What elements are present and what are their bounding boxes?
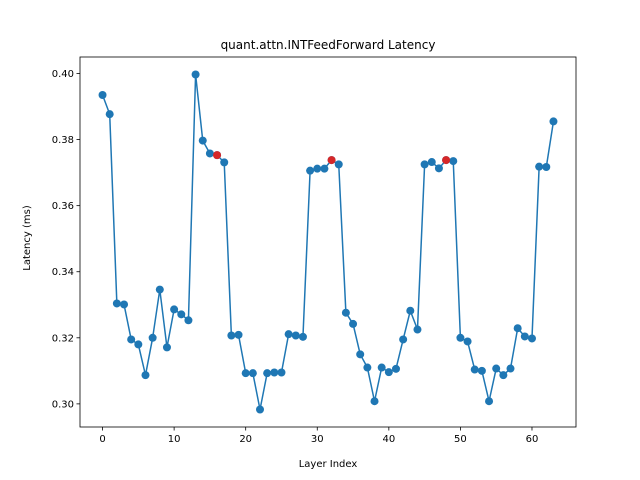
data-point [277,368,286,377]
x-axis-label: Layer Index [299,459,358,470]
data-point [227,331,236,340]
highlighted-point [442,156,451,165]
data-point [177,310,186,319]
data-point [384,368,393,377]
data-point [356,350,365,359]
data-point [105,110,114,119]
data-point [427,158,436,167]
data-point [470,365,479,374]
y-axis-label: Latency (ms) [22,205,33,271]
data-point [270,368,279,377]
data-point [520,332,529,341]
data-point [170,305,179,314]
data-point [234,330,243,339]
data-point [406,306,415,315]
data-point [349,319,358,328]
data-point [291,331,300,340]
x-tick-label: 40 [382,434,395,445]
data-point [549,117,558,126]
data-point [162,343,171,352]
x-tick-label: 60 [526,434,539,445]
data-point [198,136,207,145]
data-point [256,405,265,414]
x-tick-label: 30 [311,434,324,445]
axes-spine [79,56,577,428]
data-point [205,149,214,158]
y-tick-label: 0.32 [52,333,74,344]
y-tick-label: 0.36 [52,201,74,212]
data-point [535,162,544,171]
data-point [284,330,293,339]
series-layer [98,70,558,414]
data-point [298,332,307,341]
data-point [263,369,272,378]
data-point [434,164,443,173]
data-point [98,90,107,99]
data-point [220,158,229,167]
data-point [513,324,522,333]
data-point [370,397,379,406]
data-point [449,157,458,166]
data-point [456,333,465,342]
data-point [391,364,400,373]
data-point [155,285,164,294]
data-point [241,369,250,378]
data-point [399,335,408,344]
data-point [542,163,551,172]
y-axis-ticks: 0.30 0.32 0.34 0.36 0.38 0.40 [52,69,80,410]
data-point [184,316,193,325]
data-point [377,363,386,372]
data-point [499,371,508,380]
data-point [320,164,329,173]
data-point [334,160,343,169]
data-point [506,364,515,373]
data-point [477,366,486,375]
x-tick-label: 0 [99,434,105,445]
plot-area [80,57,576,427]
data-point [341,308,350,317]
data-point [112,299,121,308]
data-point [527,334,536,343]
data-point [485,397,494,406]
data-point [191,70,200,79]
y-tick-label: 0.40 [52,69,74,80]
x-tick-label: 50 [454,434,467,445]
data-point [120,300,129,309]
data-point [148,333,157,342]
data-point [313,164,322,173]
data-point [248,369,257,378]
data-point [492,364,501,373]
x-tick-label: 10 [168,434,181,445]
data-point [141,371,150,380]
data-point [420,160,429,169]
y-tick-label: 0.30 [52,399,74,410]
data-point [413,325,422,334]
data-point [363,363,372,372]
x-tick-label: 20 [239,434,252,445]
y-tick-label: 0.38 [52,135,74,146]
data-point [463,337,472,346]
data-point [134,340,143,349]
y-tick-label: 0.34 [52,267,74,278]
data-point [127,335,136,344]
axes-frame [79,56,577,428]
data-point [306,166,315,175]
x-axis-ticks: 0 10 20 30 40 50 60 [99,427,538,445]
highlighted-point [327,156,336,165]
chart-title: quant.attn.INTFeedForward Latency [221,38,436,52]
highlighted-point [213,151,222,160]
